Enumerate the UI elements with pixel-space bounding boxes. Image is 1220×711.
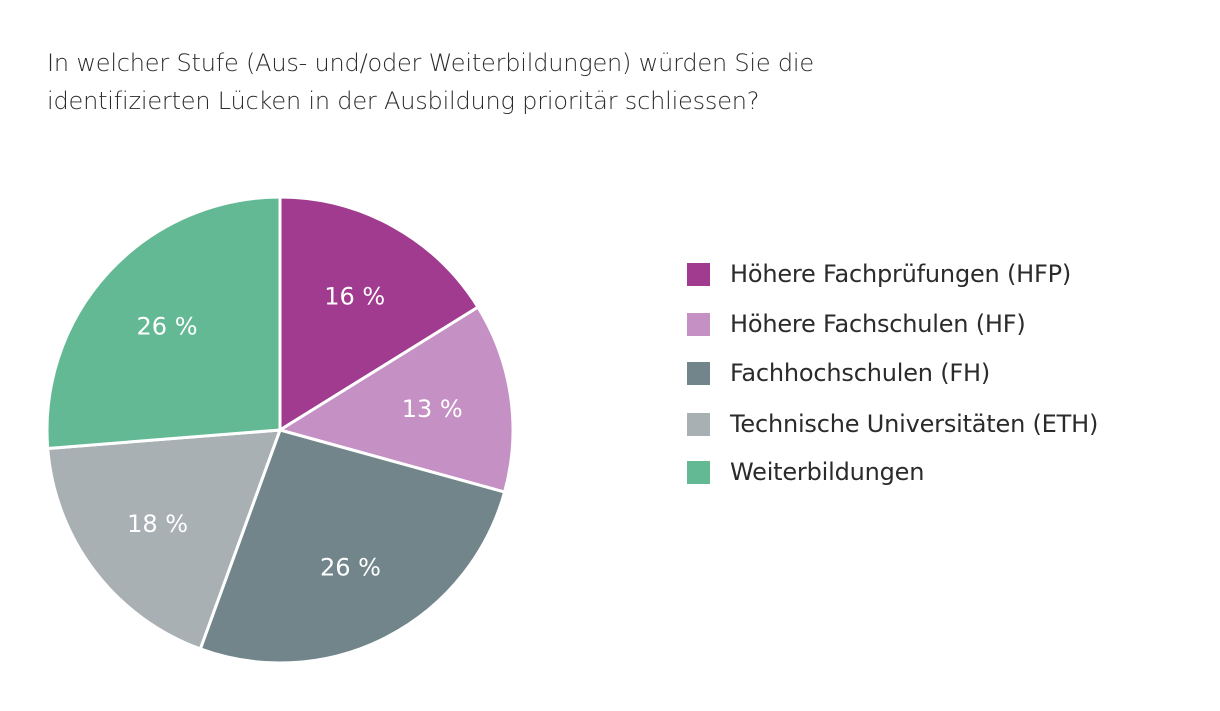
chart-title-line-2: identifizierten Lücken in der Ausbildung… [47, 87, 760, 115]
chart-title-line-1: In welcher Stufe (Aus- und/oder Weiterbi… [47, 49, 814, 77]
data-label-1: 16 % [324, 283, 385, 311]
legend-label: Technische Universitäten (ETH) [730, 410, 1099, 438]
legend-swatch [687, 412, 710, 436]
legend-swatch [687, 361, 710, 385]
legend-label: Weiterbildungen [730, 458, 925, 486]
legend-item-hf: Höhere Fachschulen (HF) [687, 310, 1026, 338]
legend-swatch [687, 312, 710, 336]
legend-item-weiterbildungen: Weiterbildungen [687, 458, 924, 486]
data-label-2: 13 % [402, 395, 463, 423]
legend-swatch [687, 262, 710, 286]
legend-label: Höhere Fachprüfungen (HFP) [730, 260, 1072, 288]
legend-item-hfp: Höhere Fachprüfungen (HFP) [687, 260, 1071, 288]
legend-label: Fachhochschulen (FH) [730, 359, 990, 387]
legend-label: Höhere Fachschulen (HF) [730, 310, 1026, 338]
legend-swatch [687, 460, 710, 484]
pie-slice-4 [46, 428, 282, 651]
data-label-4: 18 % [127, 510, 188, 538]
pie-slice-1 [278, 195, 480, 432]
chart-title: In welcher Stufe (Aus- und/oder Weiterbi… [47, 44, 814, 120]
pie-slice-5 [45, 195, 282, 450]
data-label-3: 26 % [320, 554, 381, 582]
legend-item-fh: Fachhochschulen (FH) [687, 359, 990, 387]
pie-slice-3 [198, 428, 507, 665]
data-label-5: 26 % [137, 313, 198, 341]
legend-item-eth: Technische Universitäten (ETH) [687, 410, 1098, 438]
